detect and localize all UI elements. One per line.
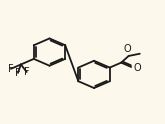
Text: F: F <box>8 64 14 74</box>
Text: F: F <box>24 67 30 77</box>
Text: O: O <box>124 44 132 54</box>
Text: O: O <box>133 63 141 73</box>
Text: F: F <box>15 68 21 78</box>
